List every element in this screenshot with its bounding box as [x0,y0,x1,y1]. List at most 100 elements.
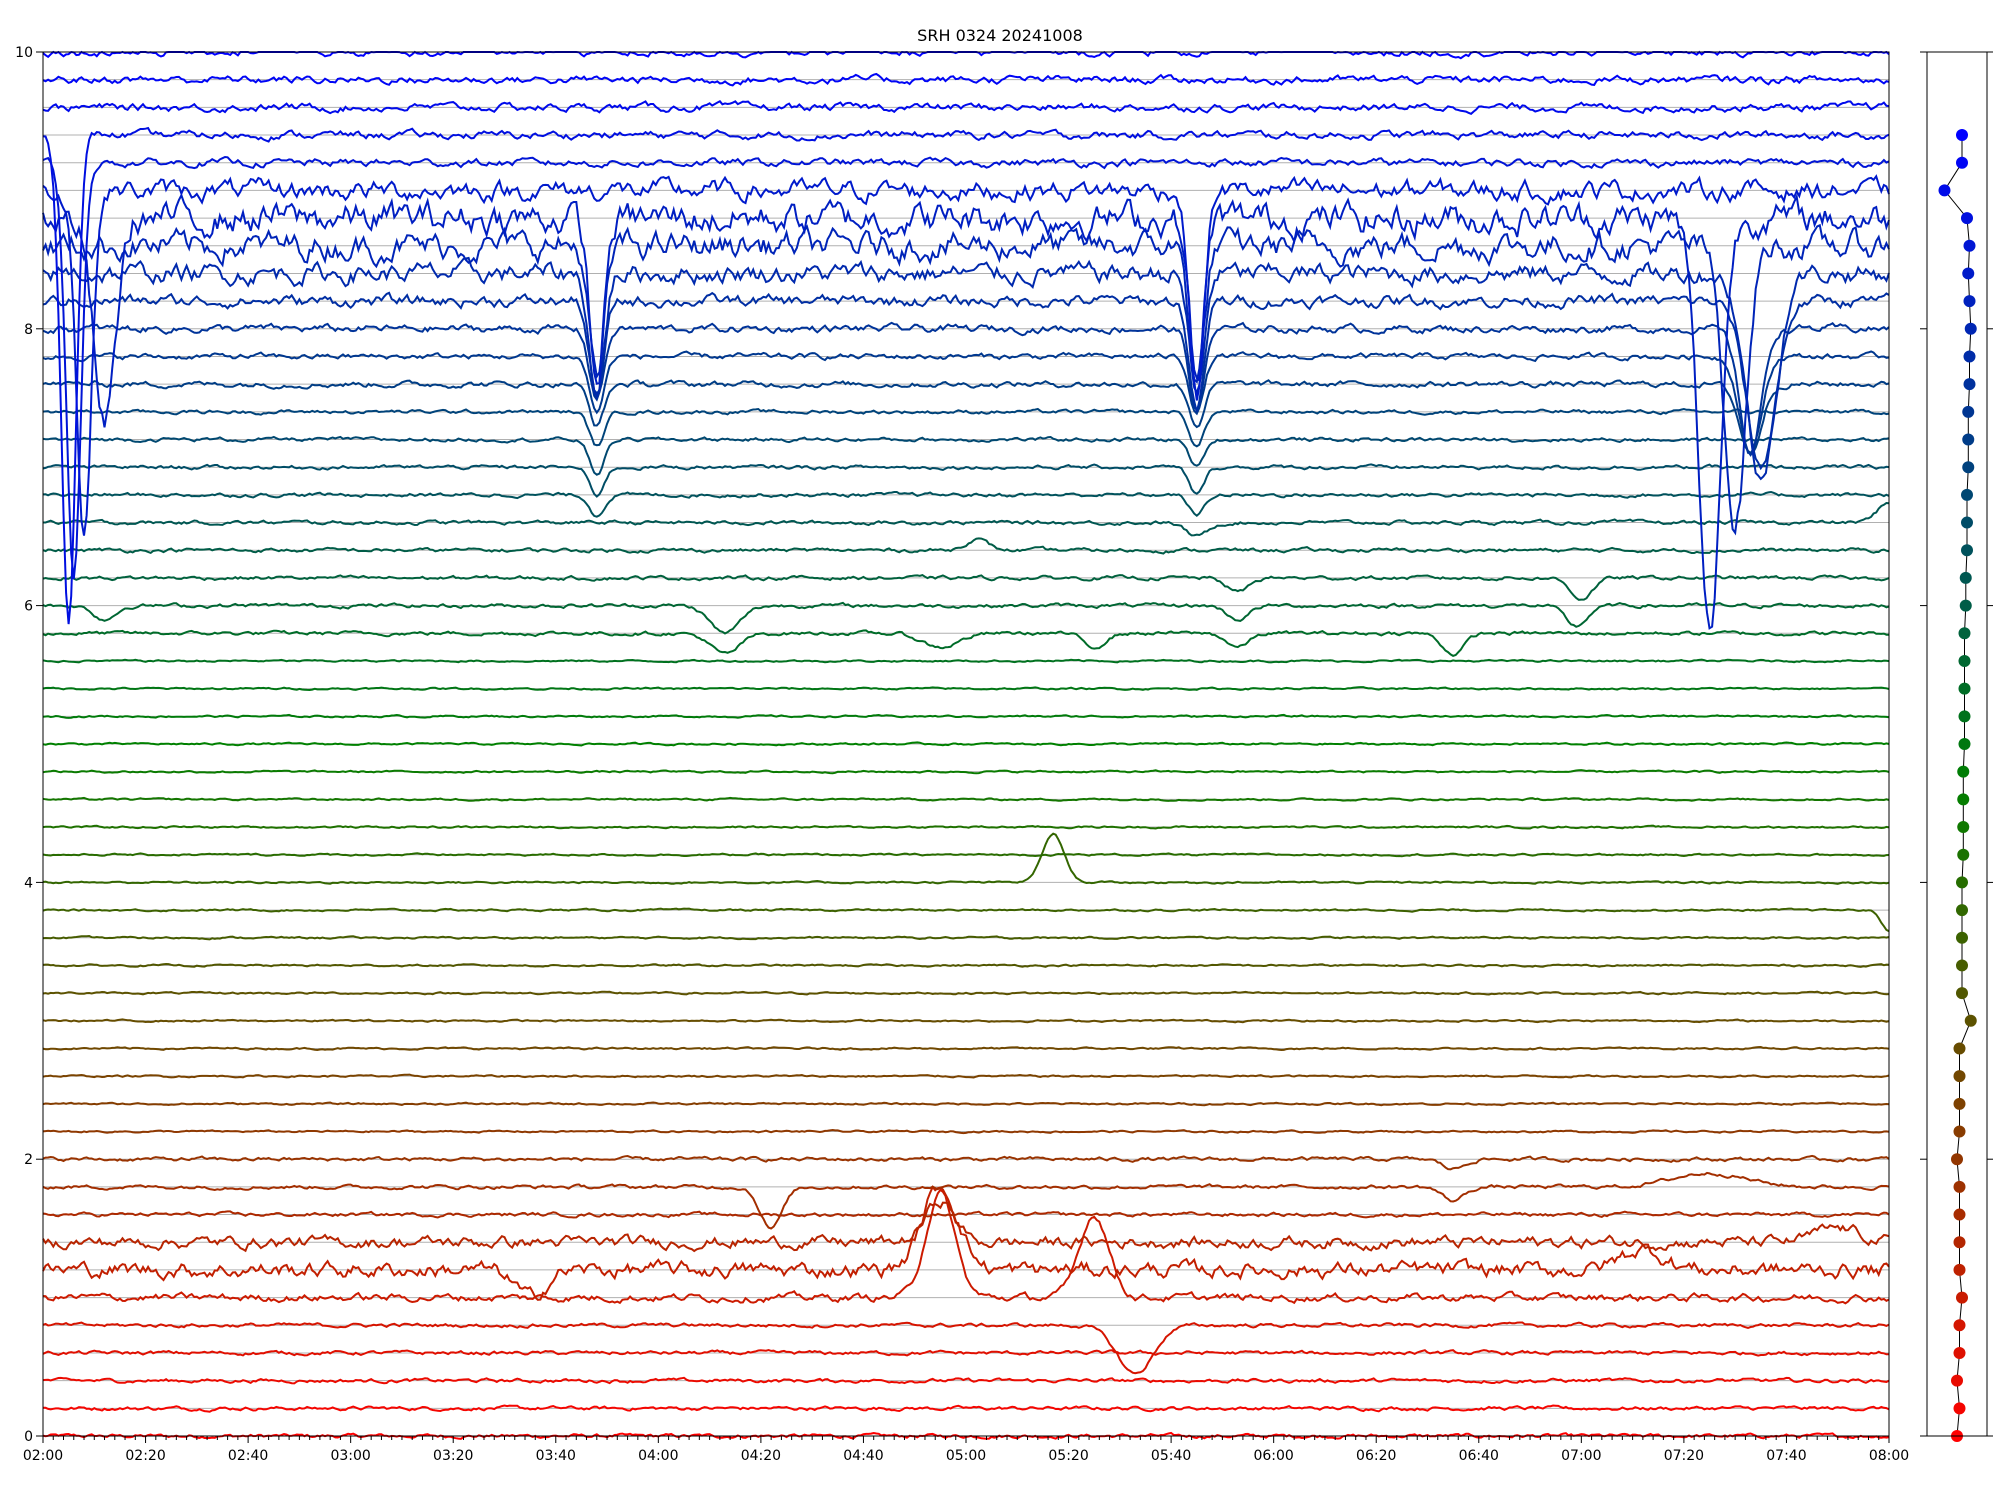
series-line [42,1321,1890,1375]
side-point [1961,488,1973,501]
series-line [42,100,1890,115]
series-line [42,490,1890,518]
side-point [1956,1291,1968,1304]
side-point [1953,1208,1966,1221]
series-line [42,713,1890,719]
side-point [1961,212,1973,225]
x-tick-label: 05:20 [1048,1448,1088,1464]
x-tick-label: 04:00 [638,1448,678,1464]
series-line [42,537,1890,555]
series-line [42,1073,1890,1079]
side-point [1953,1097,1966,1110]
series-line [43,501,1890,537]
side-point [1962,461,1975,474]
side-point [1938,184,1951,197]
series-line [42,574,1890,601]
series-line [42,407,1890,448]
side-point [1956,904,1968,917]
series-line [42,1376,1890,1385]
series-line [42,990,1890,996]
side-point [1957,765,1970,778]
x-tick-label: 07:20 [1664,1448,1704,1464]
side-point [1961,516,1973,529]
y-tick-label: 6 [24,599,33,615]
side-point [1963,378,1976,391]
side-point [1962,405,1975,418]
series-line [42,1018,1890,1024]
x-tick-label: 07:40 [1766,1448,1806,1464]
y-tick-label: 8 [24,322,33,338]
series-line [42,379,1890,454]
side-point [1958,710,1971,723]
series-line [42,192,1890,630]
y-axis-ticks: 0 2 4 6 8 10 [15,45,1993,1445]
side-point [1956,959,1968,972]
side-point [1956,129,1968,142]
x-tick-label: 03:00 [330,1448,370,1464]
series-line [42,435,1890,476]
side-point [1959,571,1972,584]
series-line [42,1185,1890,1301]
side-point [1963,239,1976,252]
x-tick-label: 06:20 [1356,1448,1396,1464]
side-point [1953,1346,1966,1359]
side-point [1951,1374,1963,1387]
side-point [1958,627,1971,640]
y-tick-label: 4 [24,875,33,891]
series-line [42,1154,1890,1171]
series-line [42,1101,1890,1107]
x-tick-label: 04:20 [741,1448,781,1464]
side-point [1957,793,1970,806]
side-point [1957,821,1970,834]
side-point [1953,1070,1966,1083]
side-point [1953,1042,1966,1055]
series-line [42,155,1890,580]
chart-title: SRH 0324 20241008 [917,26,1083,45]
series-line [42,1188,1890,1305]
series-line [42,769,1890,775]
side-point [1963,295,1976,308]
series-line [42,350,1890,455]
series-line [42,291,1890,471]
y-tick-label: 2 [24,1152,33,1168]
y-tick-label: 0 [24,1429,33,1445]
series-line [42,629,1889,657]
x-tick-label: 05:40 [1151,1448,1191,1464]
series-lines [42,50,1890,1440]
x-tick-label: 02:00 [23,1448,63,1464]
x-tick-label: 08:00 [1869,1448,1909,1464]
side-plot-frame [1926,51,1988,1437]
x-tick-label: 07:00 [1561,1448,1601,1464]
series-line [42,852,1890,858]
series-line [42,962,1890,968]
y-tick-label: 10 [15,45,33,61]
side-point [1953,1180,1966,1193]
series-line [42,741,1890,747]
series-line [42,658,1890,664]
series-line [42,223,1890,536]
series-line [42,72,1890,87]
side-point [1953,1319,1966,1332]
series-line [42,463,1890,498]
x-tick-label: 02:40 [228,1448,268,1464]
side-point [1953,1125,1966,1138]
side-point [1956,931,1968,944]
series-line [42,1210,1890,1219]
series-line [42,686,1890,692]
series-line [42,796,1890,802]
x-tick-label: 03:40 [536,1448,576,1464]
side-point [1959,599,1972,612]
series-line [42,907,1890,933]
series-line [43,1404,1890,1413]
side-point [1953,1402,1966,1415]
side-panel [1938,129,1977,1442]
x-tick-label: 02:20 [125,1448,165,1464]
side-point [1964,1014,1977,1027]
side-point [1964,322,1977,335]
side-point [1957,848,1970,861]
series-line [42,601,1890,635]
side-point [1951,1153,1963,1166]
x-axis-ticks: 02:00 02:20 02:40 03:00 03:20 03:40 04:00 04:20… [23,1436,1909,1464]
series-line [42,824,1890,830]
